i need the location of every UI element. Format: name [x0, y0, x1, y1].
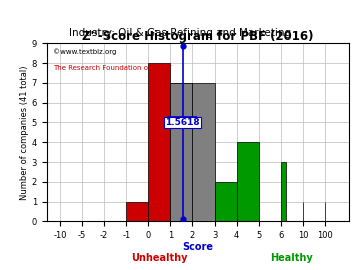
Bar	[170, 83, 193, 221]
Bar	[281, 162, 286, 221]
X-axis label: Score: Score	[183, 241, 213, 252]
Text: The Research Foundation of SUNY: The Research Foundation of SUNY	[53, 65, 172, 70]
Text: ©www.textbiz.org: ©www.textbiz.org	[53, 49, 116, 55]
Bar	[237, 142, 259, 221]
Bar	[193, 83, 215, 221]
Y-axis label: Number of companies (41 total): Number of companies (41 total)	[20, 65, 29, 200]
Bar	[148, 63, 170, 221]
Text: Healthy: Healthy	[270, 253, 313, 263]
Bar	[126, 202, 148, 221]
Text: Industry: Oil & Gas Refining and Marketing: Industry: Oil & Gas Refining and Marketi…	[69, 28, 291, 38]
Text: Unhealthy: Unhealthy	[131, 253, 188, 263]
Title: Z''-Score Histogram for PBF (2016): Z''-Score Histogram for PBF (2016)	[82, 30, 314, 43]
Bar	[215, 182, 237, 221]
Bar	[170, 83, 193, 221]
Text: 1.5618: 1.5618	[166, 118, 200, 127]
